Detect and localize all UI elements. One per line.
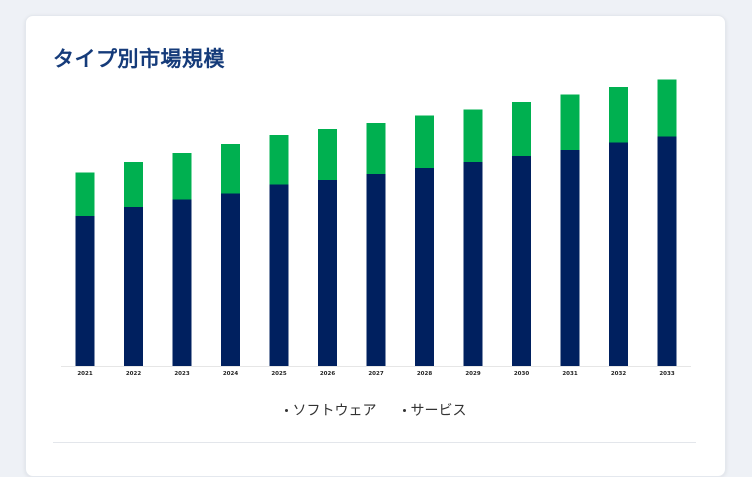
- x-tick-label: 2032: [611, 371, 626, 377]
- bar-services-2028[interactable]: [415, 115, 434, 169]
- bar-services-2029[interactable]: [463, 109, 483, 163]
- x-tick-label: 2025: [271, 371, 286, 377]
- bar-services-2033[interactable]: [657, 79, 677, 137]
- bar-services-2031[interactable]: [560, 94, 580, 151]
- chart-legend: ソフトウェア サービス: [26, 400, 725, 420]
- x-tick-label: 2026: [320, 371, 335, 377]
- bar-software-2022[interactable]: [124, 207, 143, 366]
- bar-software-2024[interactable]: [221, 193, 240, 367]
- chart-card: タイプ別市場規模 2021 2022 2023 2024 2025 2026 2027 202…: [25, 15, 726, 477]
- bar-software-2032[interactable]: [609, 142, 628, 367]
- bar-services-2023[interactable]: [172, 153, 192, 200]
- bar-software-2028[interactable]: [415, 168, 434, 366]
- bar-software-2031[interactable]: [560, 150, 580, 366]
- bar-software-2026[interactable]: [318, 180, 337, 366]
- bar-services-2026[interactable]: [318, 129, 337, 180]
- bar-software-2029[interactable]: [463, 162, 483, 366]
- bar-services-2022[interactable]: [124, 162, 143, 207]
- bar-software-2027[interactable]: [366, 174, 386, 366]
- x-tick-label: 2023: [174, 371, 189, 377]
- x-tick-label: 2033: [659, 371, 674, 377]
- x-tick-label: 2031: [562, 371, 577, 377]
- legend-bullet-icon: [284, 408, 288, 412]
- chart-title: タイプ別市場規模: [53, 47, 225, 71]
- legend-item-software[interactable]: ソフトウェア: [284, 400, 377, 420]
- bar-chart: 2021 2022 2023 2024 2025 2026 2027 2028 2029 2030…: [61, 79, 691, 377]
- x-tick-label: 2024: [223, 371, 238, 377]
- card-divider: [53, 442, 696, 443]
- bar-services-2032[interactable]: [609, 87, 628, 143]
- x-tick-label: 2028: [417, 371, 432, 377]
- bar-software-2023[interactable]: [172, 199, 192, 367]
- x-tick-label: 2022: [126, 371, 141, 377]
- bar-software-2030[interactable]: [512, 156, 531, 366]
- x-tick-label: 2030: [514, 371, 529, 377]
- bar-services-2021[interactable]: [75, 172, 95, 217]
- bar-software-2033[interactable]: [657, 136, 677, 367]
- bar-software-2025[interactable]: [269, 184, 289, 367]
- legend-label-software: ソフトウェア: [292, 403, 377, 419]
- bar-services-2030[interactable]: [512, 102, 531, 156]
- x-tick-label: 2027: [368, 371, 383, 377]
- legend-bullet-icon: [402, 408, 406, 412]
- legend-item-services[interactable]: サービス: [402, 400, 467, 420]
- bar-services-2024[interactable]: [221, 144, 240, 194]
- x-tick-label: 2029: [465, 371, 480, 377]
- x-tick-label: 2021: [77, 371, 92, 377]
- legend-label-services: サービス: [410, 403, 467, 419]
- bar-software-2021[interactable]: [75, 216, 95, 366]
- bar-services-2027[interactable]: [366, 123, 386, 174]
- bar-services-2025[interactable]: [269, 135, 289, 185]
